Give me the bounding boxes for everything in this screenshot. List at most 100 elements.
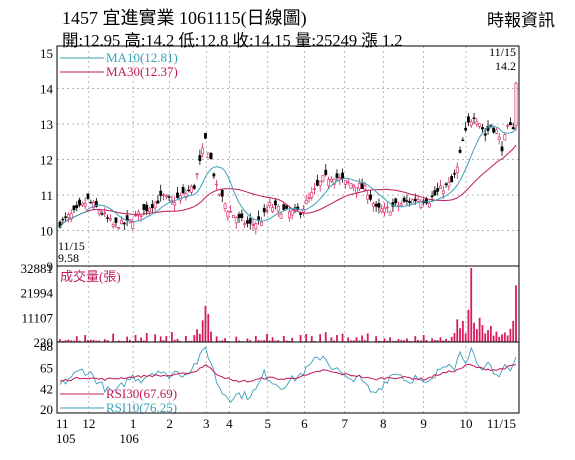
x-tick-label: 10 [459, 416, 472, 431]
candle-body [425, 198, 428, 204]
candle-body [80, 202, 84, 206]
candle-body [408, 201, 412, 203]
volume-bar [140, 337, 143, 342]
volume-bar [246, 338, 249, 342]
candle-body [343, 179, 347, 185]
volume-bar [64, 340, 67, 342]
volume-bar [364, 340, 366, 342]
candle-body [148, 207, 151, 212]
volume-bar [268, 340, 271, 342]
candle-body [108, 218, 112, 221]
volume-bar [509, 328, 512, 342]
volume-bar [75, 336, 78, 342]
volume-bar [397, 339, 400, 342]
ma10-line [59, 125, 517, 228]
candle-body [411, 199, 414, 205]
high-date-label: 11/15 [489, 45, 516, 59]
volume-tick-label: 220 [34, 335, 54, 350]
volume-bar [498, 336, 501, 342]
candle-body [464, 127, 468, 131]
candle-body [243, 223, 247, 226]
candle-body [64, 216, 67, 218]
volume-tick-label: 32881 [21, 261, 54, 276]
volume-bar [95, 340, 98, 342]
candle-body [209, 152, 213, 160]
candle-body [299, 212, 302, 215]
volume-bar [375, 336, 378, 342]
candle-body [433, 190, 437, 196]
candle-body [315, 179, 319, 186]
candle-body [363, 185, 367, 190]
volume-bar [389, 337, 392, 342]
volume-bar [89, 339, 92, 342]
volume-bar [235, 336, 238, 342]
candle-body [436, 188, 440, 192]
volume-bar [442, 340, 445, 342]
candle-body [413, 198, 417, 202]
price-tick-label: 14 [40, 82, 54, 97]
candle-body [94, 200, 98, 207]
volume-bar [473, 322, 475, 342]
rsi10-line [59, 346, 517, 403]
candle-body [349, 183, 353, 189]
candle-body [385, 206, 389, 209]
volume-bar [61, 340, 64, 342]
candle-body [190, 186, 193, 193]
volume-bar [184, 335, 187, 342]
candle-body [461, 139, 465, 142]
x-tick-label: 8 [380, 416, 387, 431]
price-tick-label: 12 [40, 153, 53, 168]
ma30-line [59, 144, 517, 228]
volume-bar [277, 340, 280, 342]
candle-body [131, 222, 135, 229]
volume-bar [260, 340, 263, 342]
candle-body [176, 192, 179, 198]
volume-bar [282, 335, 285, 342]
volume-bar [165, 335, 168, 342]
volume-bar [489, 325, 492, 342]
candle-body [304, 200, 308, 205]
candle-body [285, 205, 289, 209]
candle-body [481, 127, 484, 130]
candle-body [357, 182, 361, 190]
candle-body [117, 227, 121, 230]
candle-body [402, 197, 406, 202]
volume-bar [470, 268, 473, 342]
candle-body [139, 215, 143, 217]
volume-bar [450, 336, 453, 342]
volume-bar [464, 333, 467, 342]
x-tick-label: 2 [166, 416, 173, 431]
candle-body [184, 192, 188, 198]
x-tick-label: 12 [82, 416, 95, 431]
volume-bar [515, 285, 517, 342]
price-tick-label: 11 [40, 188, 53, 203]
volume-bar [92, 339, 95, 342]
volume-bar [467, 309, 470, 342]
candle-body [467, 116, 470, 123]
candle-body [450, 176, 454, 183]
candle-body [324, 169, 328, 176]
volume-title: 成交量(張) [60, 269, 121, 284]
volume-bar [453, 332, 456, 342]
rsi-tick-label: 42 [40, 382, 53, 397]
candle-body [441, 190, 445, 194]
volume-bar [512, 320, 515, 342]
panel-frame [56, 341, 520, 414]
candle-body [78, 199, 81, 206]
rsi-legend-label: RSI30(67.69) [106, 386, 177, 401]
rsi-tick-label: 65 [40, 360, 53, 375]
price-tick-label: 9 [47, 259, 54, 274]
quote-line: 開:12.95 高:14.2 低:12.8 收:14.15 量:25249 漲 … [62, 31, 403, 50]
chart-title: 1457 宜進實業 1061115(日線圖) [62, 8, 307, 28]
candle-body [355, 187, 358, 194]
candle-body [75, 205, 79, 208]
candle-body [195, 173, 199, 175]
volume-bar [456, 319, 459, 342]
candle-body [257, 216, 261, 220]
volume-bar [425, 340, 428, 342]
volume-bar [461, 320, 464, 342]
volume-bar [383, 338, 386, 342]
volume-bar [249, 340, 252, 342]
candle-body [352, 184, 356, 188]
